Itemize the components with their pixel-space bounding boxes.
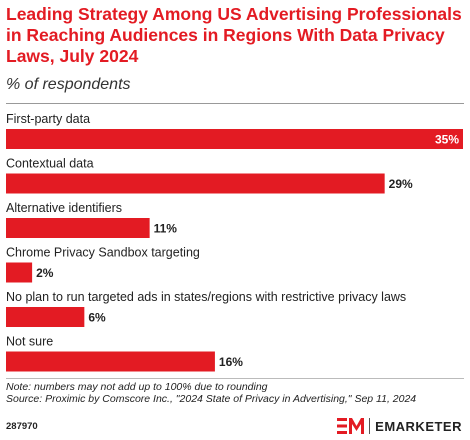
value-label: 11% [154,222,178,236]
chart-subtitle: % of respondents [6,76,131,93]
brand-name: EMARKETER [375,418,462,434]
brand-logo: EMARKETER [337,417,462,435]
bar [6,307,85,327]
note-text: Note: numbers may not add up to 100% due… [6,381,268,393]
bar [6,351,215,372]
chart-id: 287970 [6,421,38,432]
category-label: No plan to run targeted ads in states/re… [6,290,406,304]
value-label: 2% [36,266,54,280]
category-label: Alternative identifiers [6,201,122,215]
bar [6,262,33,283]
category-label: First-party data [6,112,90,126]
value-label: 29% [389,177,413,191]
category-label: Chrome Privacy Sandbox targeting [6,246,200,260]
footnote: Note: numbers may not add up to 100% due… [6,381,416,405]
bottom-divider [6,378,464,379]
source-text: Source: Proximic by Comscore Inc., "2024… [6,393,417,405]
chart-title: Leading Strategy Among US Advertising Pr… [6,4,462,66]
value-label: 6% [88,311,106,325]
value-label: 16% [219,355,243,369]
top-divider [6,103,464,104]
bar [6,129,463,149]
value-label: 35% [435,133,459,147]
bar [6,218,150,238]
emarketer-logo-icon [337,418,365,434]
category-label: Not sure [6,335,53,349]
bar [6,173,385,194]
bar-chart: First-party data 35% Contextual data 29% Alt… [6,112,463,372]
brand-separator [369,418,371,434]
category-label: Contextual data [6,157,94,171]
